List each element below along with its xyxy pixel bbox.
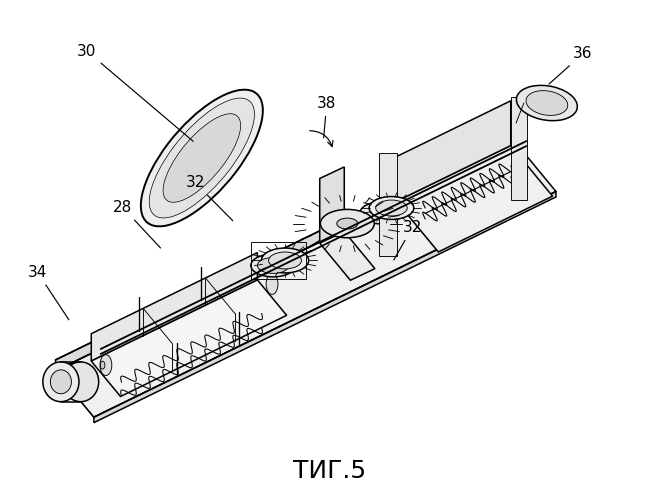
- Ellipse shape: [100, 354, 112, 376]
- Text: 34: 34: [28, 265, 69, 320]
- Ellipse shape: [163, 114, 241, 202]
- Polygon shape: [397, 156, 438, 252]
- Polygon shape: [319, 232, 375, 280]
- Ellipse shape: [516, 86, 578, 120]
- Text: 36: 36: [549, 46, 593, 84]
- Ellipse shape: [63, 362, 99, 402]
- Text: 38: 38: [317, 96, 337, 138]
- Polygon shape: [55, 371, 94, 417]
- Ellipse shape: [376, 200, 407, 216]
- Text: ΤИГ.5: ΤИГ.5: [294, 460, 366, 483]
- Polygon shape: [91, 280, 286, 396]
- Ellipse shape: [266, 274, 278, 294]
- Ellipse shape: [257, 258, 289, 274]
- Polygon shape: [94, 192, 556, 422]
- Ellipse shape: [337, 218, 358, 229]
- Ellipse shape: [100, 361, 105, 369]
- Ellipse shape: [369, 196, 414, 220]
- Ellipse shape: [43, 362, 79, 402]
- Text: 30: 30: [77, 44, 193, 142]
- Ellipse shape: [149, 98, 255, 218]
- Polygon shape: [55, 145, 556, 417]
- Ellipse shape: [261, 248, 309, 273]
- Text: 32: 32: [185, 176, 233, 220]
- Ellipse shape: [269, 252, 302, 269]
- Ellipse shape: [360, 202, 402, 224]
- Ellipse shape: [141, 90, 263, 226]
- Polygon shape: [397, 101, 511, 202]
- Polygon shape: [397, 146, 552, 252]
- Polygon shape: [319, 167, 345, 243]
- Polygon shape: [379, 152, 397, 256]
- Ellipse shape: [251, 254, 296, 277]
- Polygon shape: [511, 97, 527, 200]
- Ellipse shape: [320, 210, 374, 238]
- Polygon shape: [55, 134, 517, 371]
- Text: 32: 32: [394, 220, 422, 260]
- Text: 28: 28: [114, 200, 160, 248]
- Polygon shape: [91, 252, 257, 361]
- Ellipse shape: [50, 370, 71, 394]
- Ellipse shape: [526, 90, 568, 116]
